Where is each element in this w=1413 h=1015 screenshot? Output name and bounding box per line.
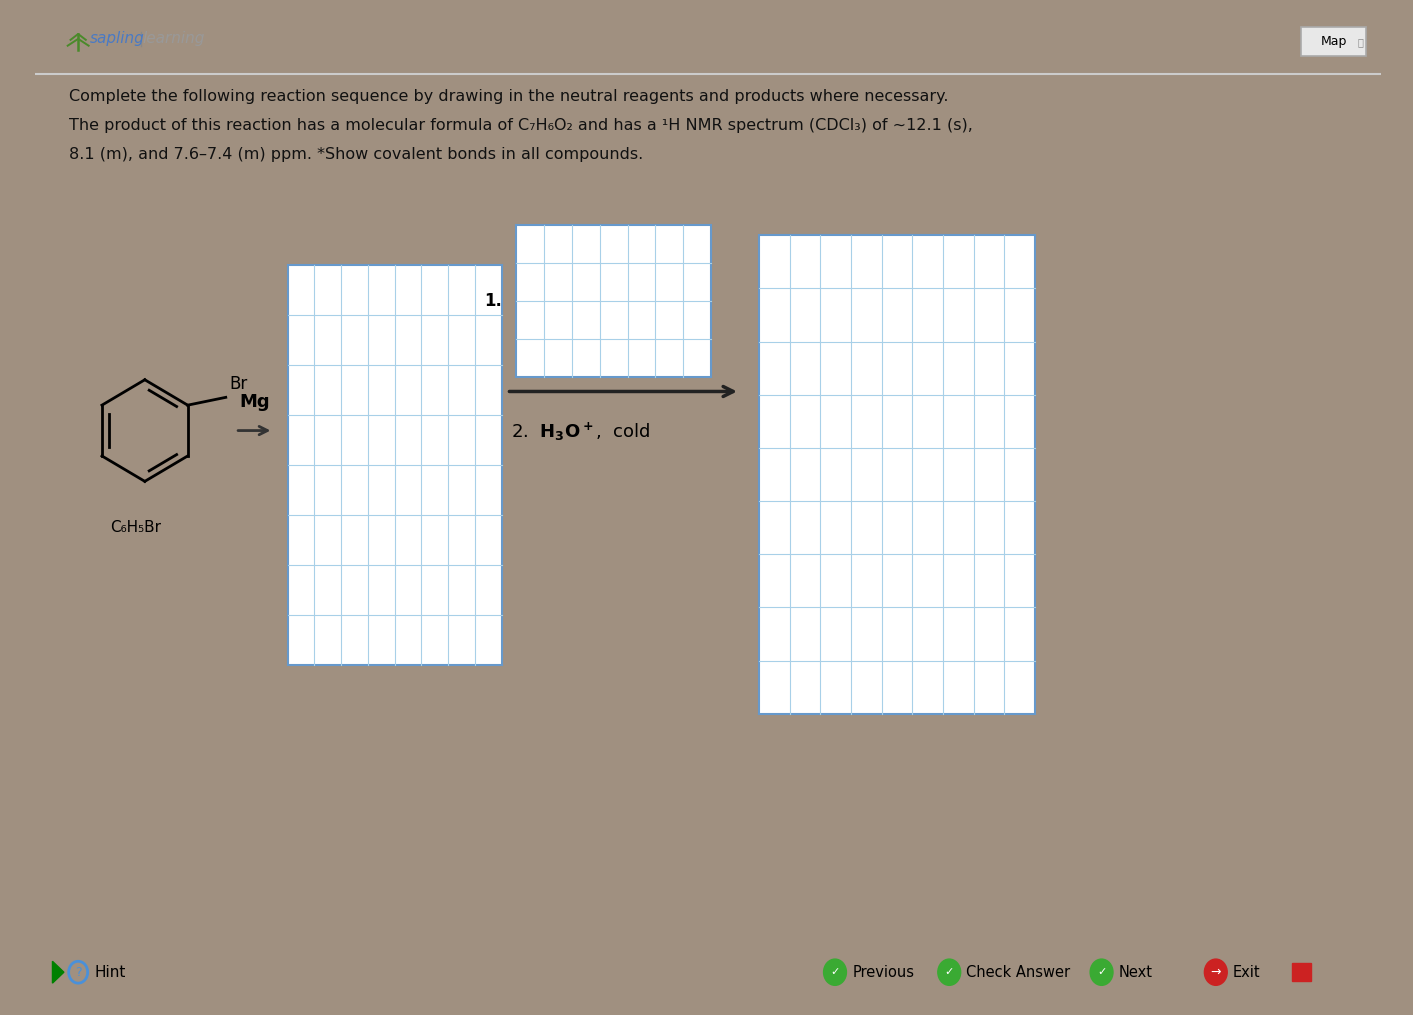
Text: learning: learning xyxy=(143,30,205,46)
Circle shape xyxy=(1091,959,1113,986)
Text: ✓: ✓ xyxy=(831,967,839,977)
Text: ⬛: ⬛ xyxy=(1358,37,1364,47)
Text: →: → xyxy=(1211,965,1221,978)
Text: Br: Br xyxy=(229,376,247,394)
Text: Next: Next xyxy=(1119,964,1153,979)
Circle shape xyxy=(938,959,961,986)
Text: Complete the following reaction sequence by drawing in the neutral reagents and : Complete the following reaction sequence… xyxy=(69,88,948,104)
Text: Check Answer: Check Answer xyxy=(966,964,1071,979)
Circle shape xyxy=(1204,959,1228,986)
Text: ?: ? xyxy=(75,965,82,978)
Text: sapling: sapling xyxy=(89,30,144,46)
Text: Exit: Exit xyxy=(1234,964,1260,979)
Text: Mg: Mg xyxy=(239,393,270,411)
Bar xyxy=(288,265,502,665)
Polygon shape xyxy=(52,961,64,984)
Text: ✓: ✓ xyxy=(944,967,954,977)
Text: 2.  $\mathbf{H_3O^+}$,  cold: 2. $\mathbf{H_3O^+}$, cold xyxy=(512,421,651,444)
Bar xyxy=(1291,963,1311,980)
Text: The product of this reaction has a molecular formula of C₇H₆O₂ and has a ¹H NMR : The product of this reaction has a molec… xyxy=(69,118,972,133)
Bar xyxy=(516,225,711,377)
Bar xyxy=(759,235,1034,714)
Text: Previous: Previous xyxy=(852,964,914,979)
Text: C₆H₅Br: C₆H₅Br xyxy=(110,521,161,536)
Circle shape xyxy=(824,959,846,986)
Text: 1.: 1. xyxy=(483,292,502,311)
Bar xyxy=(1301,27,1366,57)
Text: Map: Map xyxy=(1321,36,1347,49)
Text: 8.1 (m), and 7.6–7.4 (m) ppm. *Show covalent bonds in all compounds.: 8.1 (m), and 7.6–7.4 (m) ppm. *Show cova… xyxy=(69,147,643,162)
Text: ✓: ✓ xyxy=(1096,967,1106,977)
Text: Hint: Hint xyxy=(95,964,126,979)
